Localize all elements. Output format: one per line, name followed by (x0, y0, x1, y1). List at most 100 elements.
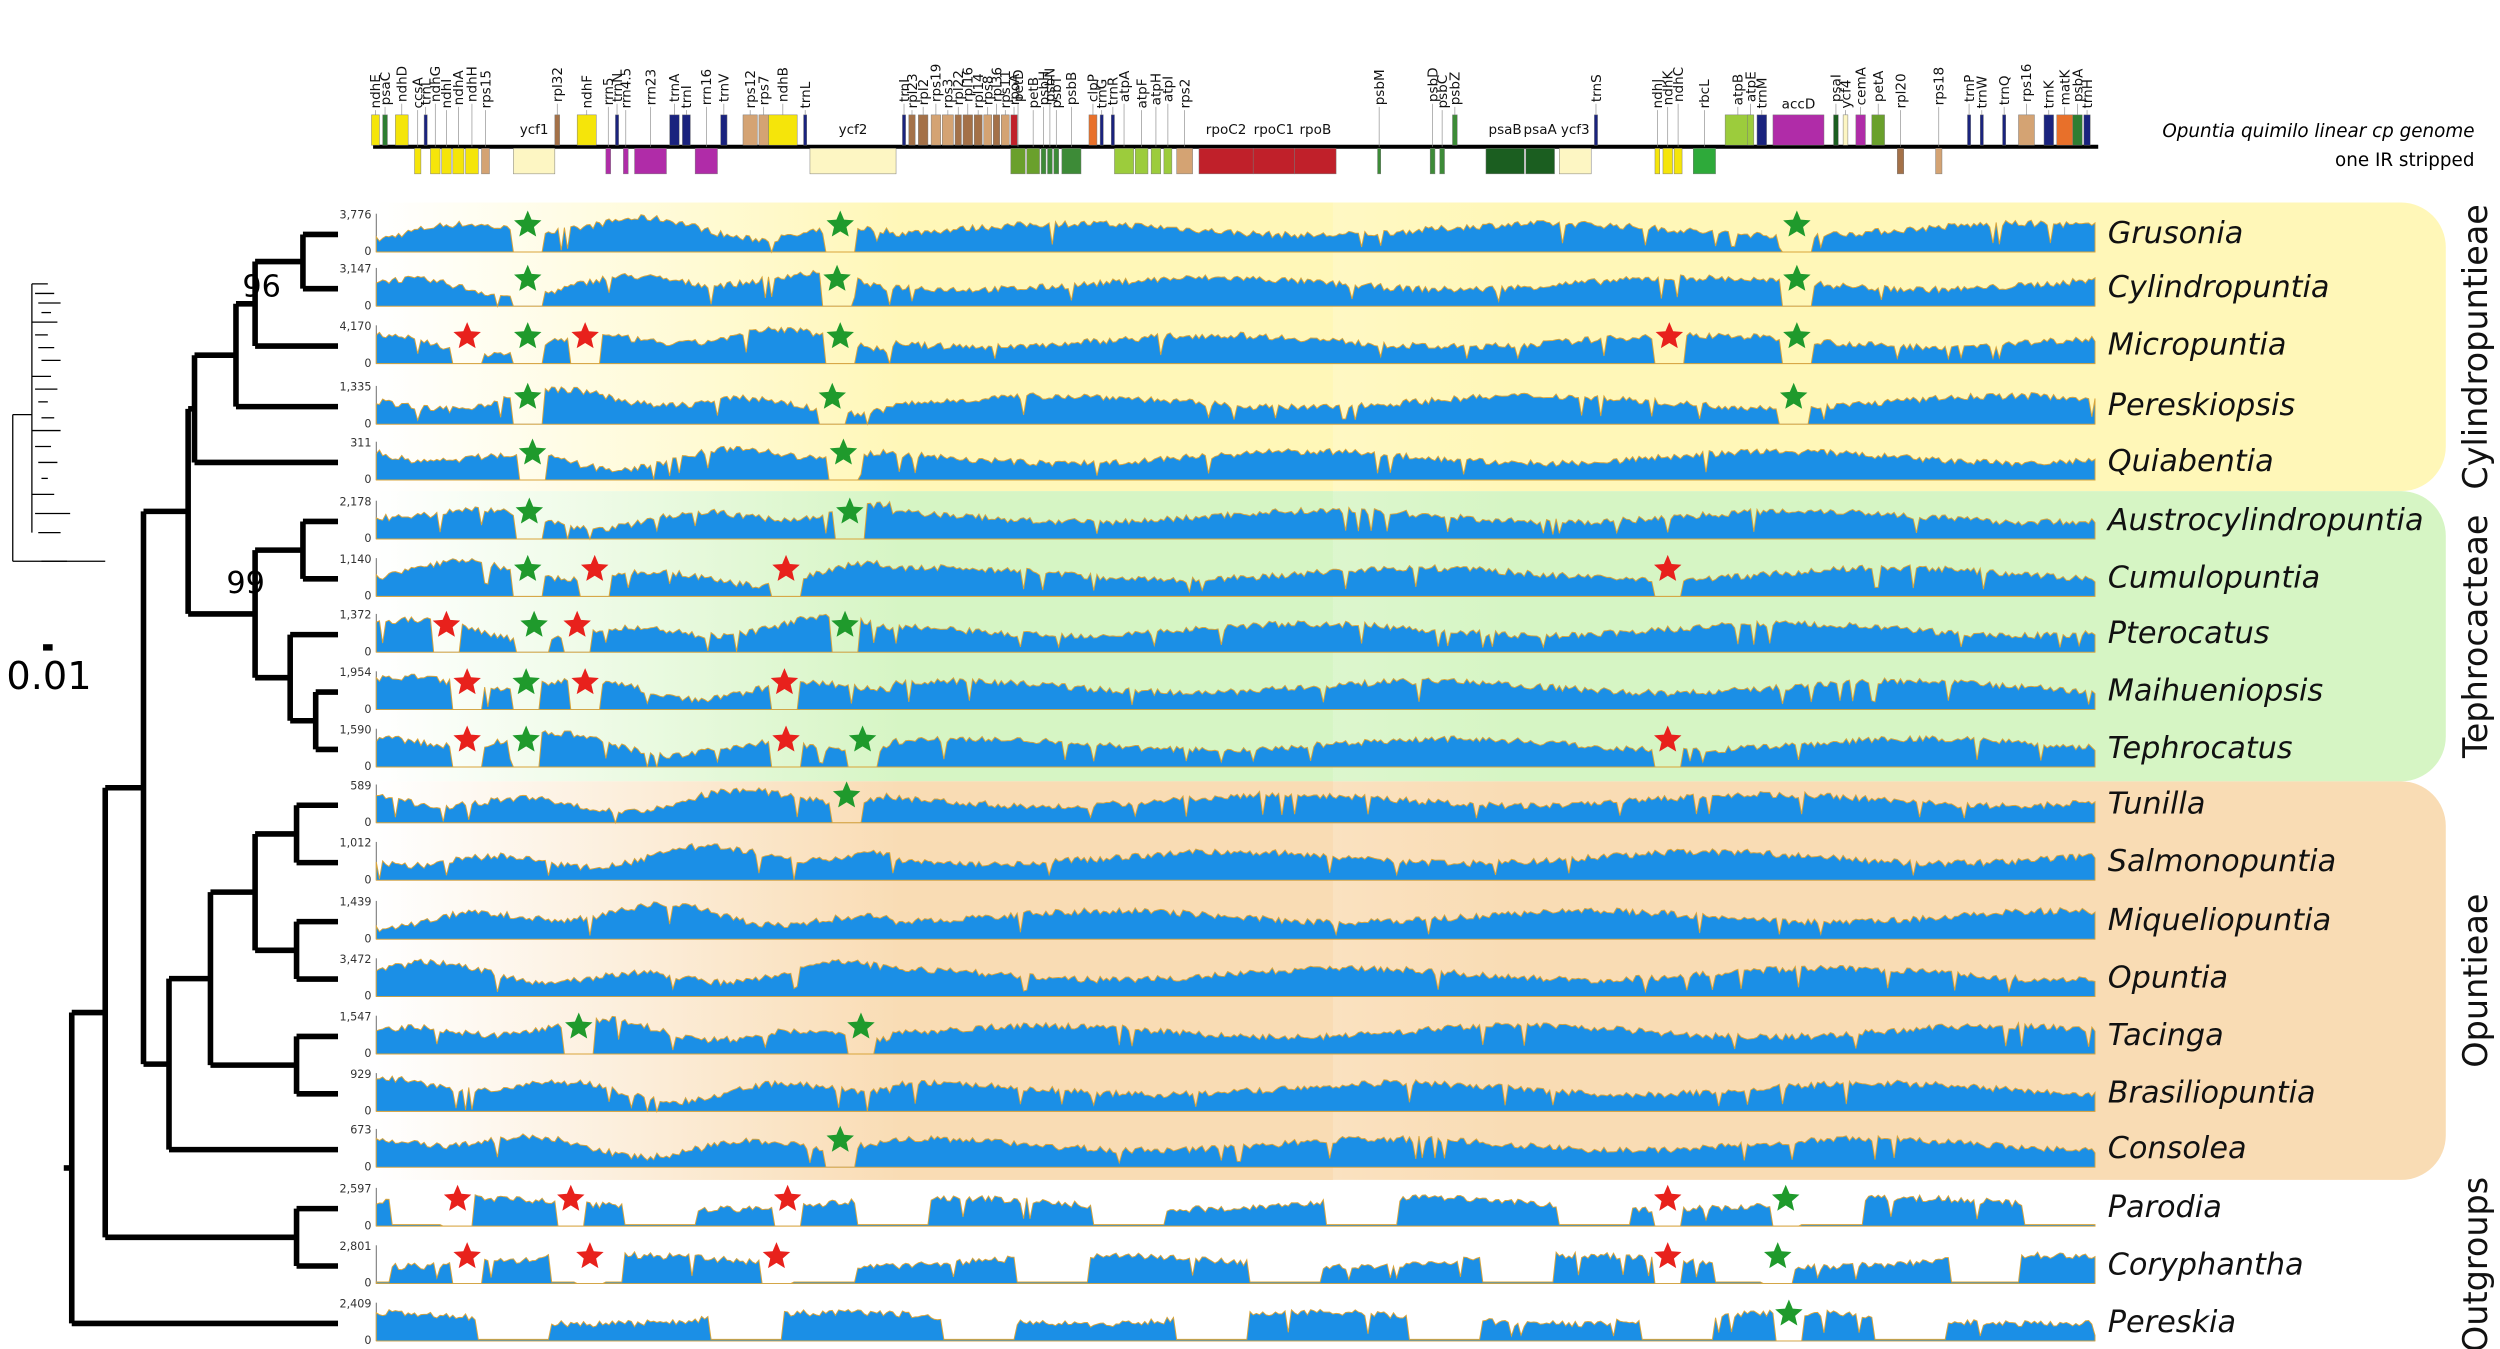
coverage-row: 2,801 0 Coryphantha (340, 1240, 2304, 1290)
gene-box (395, 114, 409, 146)
coverage-row: 929 0 Brasiliopuntia (350, 1068, 2315, 1118)
gene-label: atpA (1117, 70, 1133, 102)
gene-box (1026, 148, 1040, 175)
gene-box (1772, 114, 1825, 146)
gene-box (1111, 114, 1115, 146)
bootstrap: 99 (226, 566, 265, 601)
gene-box (623, 148, 629, 175)
gene-loss-star (772, 554, 800, 581)
gene-label: rps16 (2019, 64, 2035, 102)
gene-label: psbT (1049, 75, 1065, 108)
coverage-row: 1,439 0 Miqueliopuntia (340, 896, 2332, 946)
gene-label: rpoC1 (1254, 122, 1295, 138)
gene-label: psaA (1524, 122, 1558, 138)
gene-box (1979, 114, 1984, 146)
gene-box (1040, 148, 1047, 175)
gene-label: rps12 (743, 70, 759, 108)
y-max-label: 1,954 (340, 666, 372, 679)
gene-box (954, 114, 962, 146)
gene-box (1439, 148, 1445, 175)
gene-loss-star (773, 1184, 802, 1211)
gene-loss-star (1654, 1242, 1682, 1269)
gene-box (1061, 148, 1082, 175)
gene-label: trnI (897, 79, 913, 102)
gene-label: rpoC2 (1206, 122, 1247, 138)
gene-loss-star (432, 610, 461, 637)
taxon-label: Cumulopuntia (2108, 560, 2320, 595)
y-min-label: 0 (364, 873, 371, 886)
y-min-label: 0 (364, 1334, 371, 1347)
taxon-label: Micropuntia (2108, 328, 2287, 363)
gene-box (414, 148, 422, 175)
gene-label: petB (1026, 77, 1042, 109)
gene-box (768, 114, 798, 146)
gene-loss-star (557, 1184, 585, 1211)
gene-label: atpB (1731, 74, 1747, 106)
gene-box (1198, 148, 1254, 175)
coverage-row: 3,776 0 Grusonia (340, 209, 2244, 259)
taxon-label: Opuntia (2108, 961, 2228, 996)
gene-label: ndhD (395, 66, 411, 102)
y-min-label: 0 (364, 990, 371, 1003)
gene-loss-star (836, 497, 864, 524)
gene-loss-star (770, 668, 799, 695)
coverage-row: 311 0 Quiabentia (350, 437, 2273, 487)
gene-label: ndhH (465, 66, 481, 102)
gene-box (1377, 148, 1381, 175)
gene-box (930, 114, 941, 146)
gene-label: trnN (610, 73, 626, 102)
bootstrap: 96 (242, 270, 281, 305)
gene-box (1114, 148, 1134, 175)
gene-box (1010, 114, 1018, 146)
gene-loss-star (829, 438, 858, 465)
coverage-row: 2,178 0 Austrocylindropuntia (340, 495, 2424, 545)
taxon-label: Pereskia (2108, 1305, 2236, 1340)
y-max-label: 1,335 (340, 381, 372, 394)
coverage-profile (375, 1075, 2096, 1114)
gene-loss-star (514, 322, 542, 349)
gene-box (742, 114, 758, 146)
gene-loss-star (571, 668, 599, 695)
gene-box (1001, 114, 1010, 146)
taxon-label: Tacinga (2108, 1018, 2224, 1053)
gene-box (1429, 148, 1436, 175)
gene-label: rpl22 (951, 70, 967, 105)
gene-loss-star (1772, 1184, 1800, 1211)
gene-box (382, 114, 388, 146)
gene-label: trnK (2042, 79, 2058, 108)
gene-label: rbcL (1697, 79, 1713, 109)
gene-label: rpoA (1007, 73, 1023, 105)
gene-loss-star (847, 1012, 875, 1039)
y-max-label: 2,597 (340, 1183, 372, 1196)
y-max-label: 1,140 (340, 553, 372, 566)
coverage-profile (375, 958, 2096, 998)
gene-label: rrn23 (643, 69, 659, 105)
gene-box (605, 148, 611, 175)
y-min-label: 0 (364, 1277, 371, 1290)
coverage-row: 1,140 0 Cumulopuntia (340, 553, 2321, 603)
y-min-label: 0 (364, 703, 371, 716)
gene-label: trnH (2080, 79, 2096, 108)
y-max-label: 311 (350, 437, 371, 450)
group-label: Opuntieae (2456, 894, 2495, 1068)
gene-box (1047, 148, 1053, 175)
gene-box (993, 114, 1000, 146)
gene-loss-star (563, 610, 591, 637)
gene-box (1088, 114, 1098, 146)
gene-box (2018, 114, 2035, 146)
y-max-label: 3,776 (340, 209, 372, 222)
coverage-profile (375, 843, 2096, 881)
gene-label: psaI (1829, 74, 1845, 102)
gene-loss-star (565, 1012, 593, 1039)
gene-box (2056, 114, 2073, 146)
gene-box (942, 114, 954, 146)
gene-box (803, 114, 807, 146)
coverage-profile (375, 787, 2096, 825)
gene-box (1833, 114, 1839, 146)
gene-loss-star (832, 781, 861, 808)
gene-loss-star (453, 668, 481, 695)
gene-box (1053, 148, 1059, 175)
gene-loss-star (1654, 1184, 1682, 1211)
gene-box (902, 114, 906, 146)
gene-label: ndhI (439, 79, 455, 109)
